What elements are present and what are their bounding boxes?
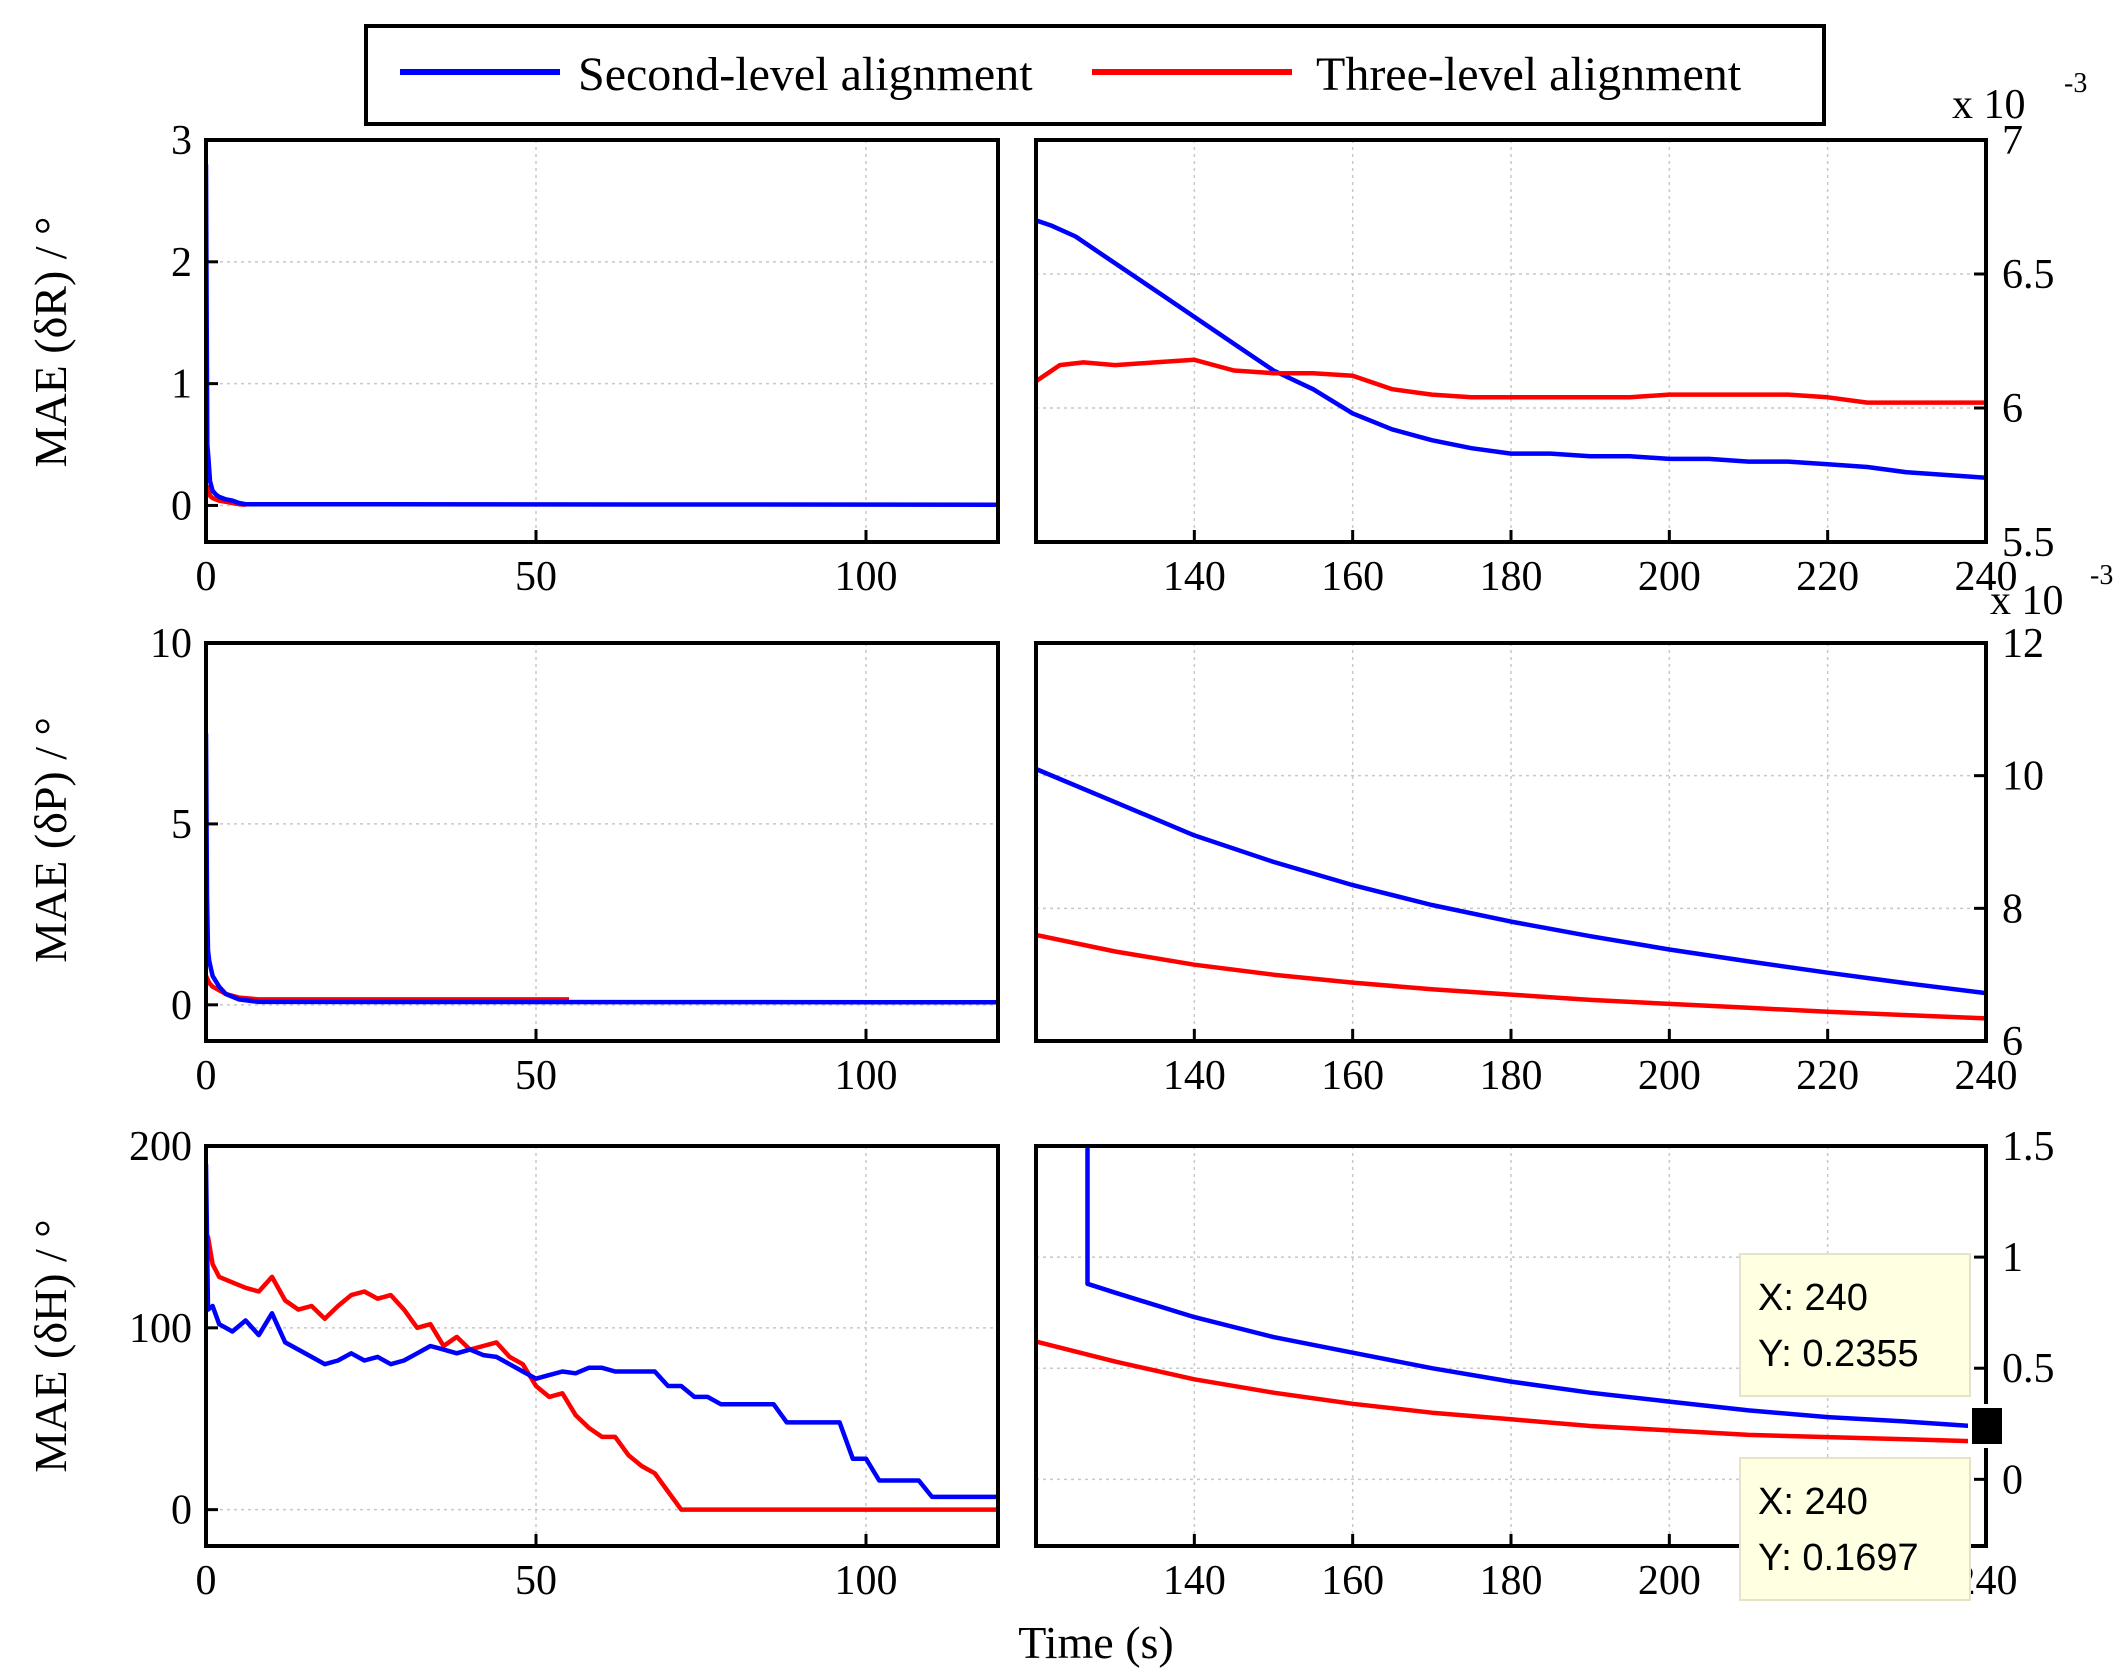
x-tick-label: 220	[1796, 1053, 1859, 1099]
plot-frame-R-full	[204, 138, 1000, 544]
plot-frame-H-full	[204, 1144, 1000, 1548]
y-tick-label: 0	[171, 983, 192, 1029]
y-tick-label: 0	[2002, 1457, 2023, 1503]
x-tick-label: 50	[515, 554, 557, 600]
y-tick-label: 1	[171, 362, 192, 408]
y-tick-label: 6	[2002, 386, 2023, 432]
datatip-upper: X: 240 Y: 0.2355	[1739, 1253, 1971, 1397]
x-tick-label: 100	[835, 554, 898, 600]
x-tick-label: 0	[196, 1558, 217, 1604]
datatip-marker-square[interactable]	[1968, 1404, 2006, 1448]
plot-frame-P-full	[204, 641, 1000, 1043]
y-tick-label: 6.5	[2002, 252, 2055, 298]
x-tick-label: 200	[1638, 1558, 1701, 1604]
x-tick-label: 240	[1955, 554, 2018, 600]
series-line-second-level	[1036, 218, 1986, 480]
scale-exponent-p: -3	[2090, 560, 2113, 591]
y-tick-label: 5.5	[2002, 520, 2055, 566]
x-tick-label: 100	[835, 1053, 898, 1099]
series-line-three-level	[206, 1234, 998, 1512]
legend-label-second-level: Second-level alignment	[578, 48, 1033, 101]
x-tick-label: 160	[1321, 1053, 1384, 1099]
y-tick-label: 1	[2002, 1235, 2023, 1281]
x-tick-label: 50	[515, 1558, 557, 1604]
y-tick-label: 2	[171, 240, 192, 286]
x-axis-label: Time (s)	[1018, 1617, 1174, 1668]
y-tick-label: 0.5	[2002, 1346, 2055, 1392]
series-line-second-level	[1036, 766, 1986, 996]
datatip-lower-y: Y: 0.1697	[1758, 1537, 1919, 1579]
scale-label-r: x 10 -3	[1952, 68, 2087, 128]
datatip-lower-x: X: 240	[1758, 1481, 1868, 1523]
y-tick-label: 5	[171, 802, 192, 848]
plot-area-R-full	[206, 140, 998, 542]
y-tick-label: 3	[171, 118, 192, 164]
scale-exponent-r: -3	[2064, 68, 2087, 99]
x-tick-label: 50	[515, 1053, 557, 1099]
legend: Second-level alignment Three-level align…	[364, 24, 1826, 126]
datatip-upper-y: Y: 0.2355	[1758, 1333, 1919, 1375]
x-tick-label: 160	[1321, 1558, 1384, 1604]
x-tick-label: 100	[835, 1558, 898, 1604]
x-tick-label: 180	[1480, 1558, 1543, 1604]
scale-base-r: x 10	[1952, 82, 2026, 128]
series-line-three-level	[1036, 1339, 1986, 1444]
legend-label-three-level: Three-level alignment	[1316, 48, 1742, 101]
y-tick-label: 7	[2002, 118, 2023, 164]
y-tick-label: 8	[2002, 886, 2023, 932]
scale-base-p: x 10	[1990, 578, 2064, 624]
y-tick-label: 1.5	[2002, 1124, 2055, 1170]
y-tick-label: 6	[2002, 1019, 2023, 1065]
scale-label-p: x 10 -3	[1990, 560, 2113, 624]
y-tick-label: 10	[150, 621, 192, 667]
y-tick-label: 0	[171, 1488, 192, 1534]
x-tick-label: 140	[1163, 1053, 1226, 1099]
x-tick-label: 200	[1638, 1053, 1701, 1099]
y-axis-label: MAE (δH) / °	[25, 1219, 76, 1472]
x-tick-label: 180	[1480, 1053, 1543, 1099]
series-line-second-level	[206, 1164, 998, 1500]
x-tick-label: 0	[196, 554, 217, 600]
x-tick-label: 240	[1955, 1053, 2018, 1099]
chart-R-full: 0 50 100 0 1 2 3 MAE (δR) / °	[25, 118, 1000, 600]
y-tick-label: 10	[2002, 754, 2044, 800]
x-tick-label: 160	[1321, 554, 1384, 600]
y-tick-label: 12	[2002, 621, 2044, 667]
series-line-second-level	[1085, 1146, 1986, 1430]
datatip-lower: X: 240 Y: 0.1697	[1739, 1457, 1971, 1601]
series-line-three-level	[1036, 357, 1986, 405]
plot-area-H-full	[206, 1146, 998, 1546]
datatip-marker[interactable]	[1968, 1404, 2006, 1448]
x-tick-label: 200	[1638, 554, 1701, 600]
y-tick-label: 0	[171, 483, 192, 529]
x-tick-label: 180	[1480, 554, 1543, 600]
plot-area-R-zoom	[1036, 140, 1986, 542]
chart-H-full: 0 50 100 0 100 200 MAE (δH) / °	[25, 1124, 1000, 1604]
plot-area-P-full	[206, 643, 998, 1041]
datatip-upper-x: X: 240	[1758, 1277, 1868, 1319]
datatip-lower-box	[1739, 1457, 1971, 1601]
x-tick-label: 220	[1796, 554, 1859, 600]
series-line-three-level	[1036, 932, 1986, 1021]
y-tick-label: 100	[129, 1306, 192, 1352]
y-axis-label: MAE (δP) / °	[25, 717, 76, 963]
datatip-upper-box	[1739, 1253, 1971, 1397]
y-axis-label: MAE (δR) / °	[25, 217, 76, 468]
x-tick-label: 0	[196, 1053, 217, 1099]
y-tick-label: 200	[129, 1124, 192, 1170]
x-tick-label: 140	[1163, 1558, 1226, 1604]
chart-P-full: 0 50 100 0 5 10 MAE (δP) / °	[25, 621, 1000, 1099]
x-tick-label: 140	[1163, 554, 1226, 600]
